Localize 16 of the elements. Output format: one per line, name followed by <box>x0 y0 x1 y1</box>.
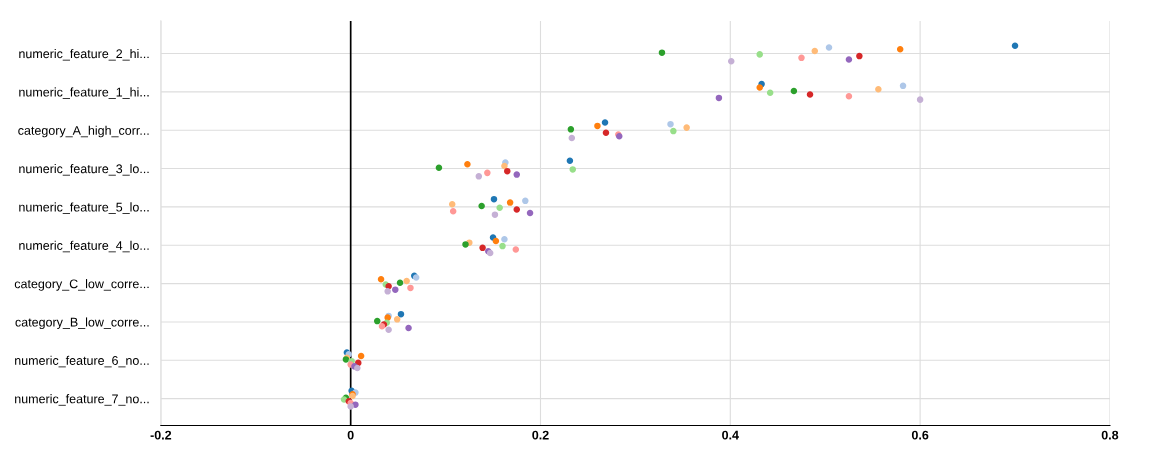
y-tick-label: numeric_feature_2_hi... <box>19 48 149 61</box>
y-tick-label: category_C_low_corre... <box>14 279 149 291</box>
y-tick-label: numeric_feature_3_lo... <box>19 164 149 176</box>
x-tick-label: 0.8 <box>1101 430 1119 440</box>
x-tick-label: 0.4 <box>722 430 739 440</box>
y-tick-label: numeric_feature_7_no... <box>15 394 149 406</box>
y-tick-label: category_B_low_corre... <box>15 317 149 330</box>
x-tick-label: 0 <box>347 430 354 440</box>
x-tick-label: 0.6 <box>911 430 929 440</box>
y-tick-label: numeric_feature_6_no... <box>15 355 149 368</box>
x-tick-label: 0.2 <box>532 430 549 440</box>
y-tick-label: numeric_feature_5_lo... <box>19 202 149 214</box>
y-tick-label: category_A_high_corr... <box>18 125 149 138</box>
x-tick-label: -0.2 <box>150 430 172 440</box>
y-tick-label: numeric_feature_1_hi... <box>19 87 149 99</box>
y-tick-label: numeric_feature_4_lo... <box>19 240 149 253</box>
